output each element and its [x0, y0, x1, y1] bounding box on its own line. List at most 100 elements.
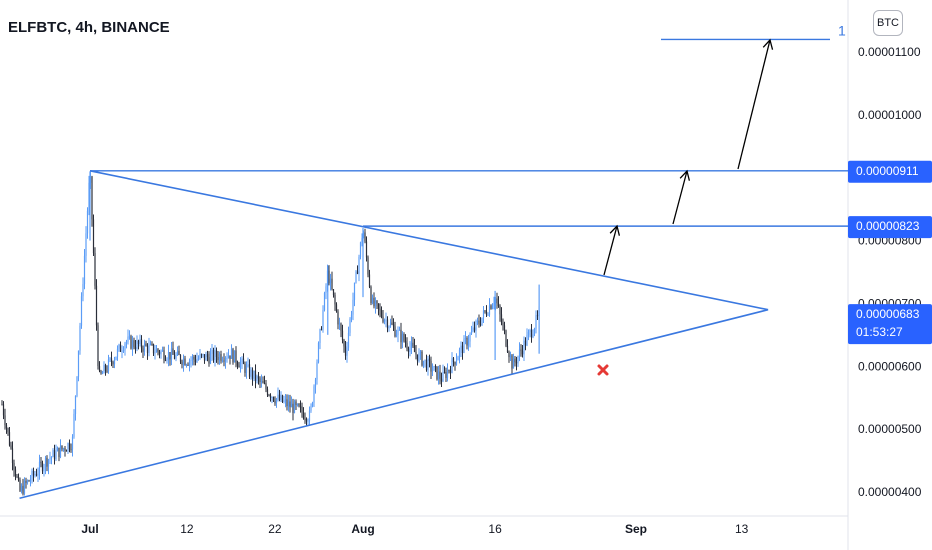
candle-body — [490, 305, 492, 309]
candle-body — [152, 343, 155, 354]
candle-body — [536, 315, 539, 317]
candle-body — [359, 242, 362, 257]
candle-body — [473, 327, 476, 331]
x-tick-label: 22 — [268, 522, 282, 536]
candle-body — [101, 373, 104, 375]
candle-body — [244, 364, 246, 373]
candle-body — [125, 341, 128, 344]
candle-body — [184, 358, 186, 366]
candle-body — [289, 401, 291, 408]
candle-body — [271, 396, 273, 398]
candle-body — [86, 210, 89, 234]
candle-body — [136, 340, 138, 349]
candle-body — [397, 330, 399, 335]
candle-body — [182, 358, 185, 365]
candle-body — [193, 356, 195, 360]
candle-body — [391, 322, 393, 325]
candle-body — [340, 323, 342, 331]
candle-body — [130, 336, 132, 349]
candle-body — [506, 345, 509, 353]
candle-body — [223, 360, 225, 362]
candle-body — [112, 361, 114, 365]
candle-body — [221, 360, 224, 362]
candle-body — [158, 351, 161, 355]
triangle-lower-line[interactable] — [19, 308, 769, 500]
candle-body — [488, 305, 491, 315]
candle-body — [20, 485, 23, 491]
candle-body — [220, 354, 222, 361]
candle-body — [230, 349, 233, 359]
candle-body — [379, 308, 381, 311]
candle-body — [229, 355, 231, 359]
candle-body — [367, 257, 369, 275]
candle-body — [445, 372, 447, 378]
candle-body — [520, 349, 522, 351]
candle-body — [403, 334, 405, 341]
candle-body — [44, 457, 47, 467]
candle-body — [197, 358, 200, 360]
candle-body — [400, 329, 402, 343]
candle-body — [154, 352, 156, 354]
candle-body — [503, 325, 506, 331]
candle-body — [235, 350, 237, 363]
candle-body — [443, 371, 446, 373]
candle-body — [121, 350, 123, 352]
candle-body — [347, 332, 350, 348]
candle-body — [211, 349, 213, 354]
candle-body — [422, 360, 425, 366]
candle-body — [524, 340, 527, 346]
candle-body — [434, 366, 437, 368]
currency-badge[interactable]: BTC — [873, 10, 903, 36]
candle-body — [533, 328, 536, 335]
candle-body — [91, 176, 93, 220]
candle-body — [514, 358, 516, 363]
candle-body — [226, 357, 228, 359]
candle-body — [146, 345, 149, 353]
candle-body — [464, 338, 467, 340]
candle-body — [329, 278, 332, 284]
y-tick-label: 0.00000500 — [858, 422, 922, 436]
candle-body — [425, 359, 428, 371]
candle-body — [109, 358, 111, 360]
x-tick-label: 12 — [180, 522, 194, 536]
candle-body — [301, 406, 303, 413]
candle-body — [124, 343, 126, 351]
candle-body — [341, 330, 344, 341]
candle-body — [233, 350, 236, 363]
candle-body — [355, 271, 357, 283]
candle-body — [511, 355, 513, 369]
candle-body — [487, 314, 489, 316]
candle-body — [439, 371, 441, 379]
arrow-to-911[interactable] — [672, 170, 688, 225]
candle-body — [395, 334, 398, 337]
candle-body — [104, 365, 107, 371]
candle-body — [148, 344, 150, 353]
arrow-breakout[interactable] — [603, 225, 618, 276]
candle-body — [131, 340, 134, 349]
candle-body — [199, 354, 201, 359]
candle-body — [442, 371, 444, 382]
candle-body — [325, 286, 327, 294]
candle-body — [170, 348, 173, 360]
candle-body — [62, 448, 65, 450]
arrow-to-target[interactable] — [737, 39, 771, 170]
candle-body — [247, 364, 249, 366]
candle-body — [139, 339, 141, 345]
candle-body — [200, 354, 203, 356]
candle-body — [295, 401, 297, 406]
candle-body — [40, 461, 42, 464]
candle-body — [365, 241, 368, 258]
candle-body — [181, 361, 183, 365]
candle-body — [251, 369, 254, 379]
candle-body — [527, 332, 530, 336]
candle-body — [98, 366, 101, 372]
candle-body — [137, 340, 140, 345]
candle-body — [176, 350, 179, 355]
candle-body — [257, 376, 260, 379]
candle-body — [349, 319, 351, 333]
triangle-upper-line[interactable] — [89, 170, 769, 311]
candle-body — [331, 278, 333, 290]
candle-body — [370, 287, 372, 304]
candle-body — [49, 458, 51, 460]
